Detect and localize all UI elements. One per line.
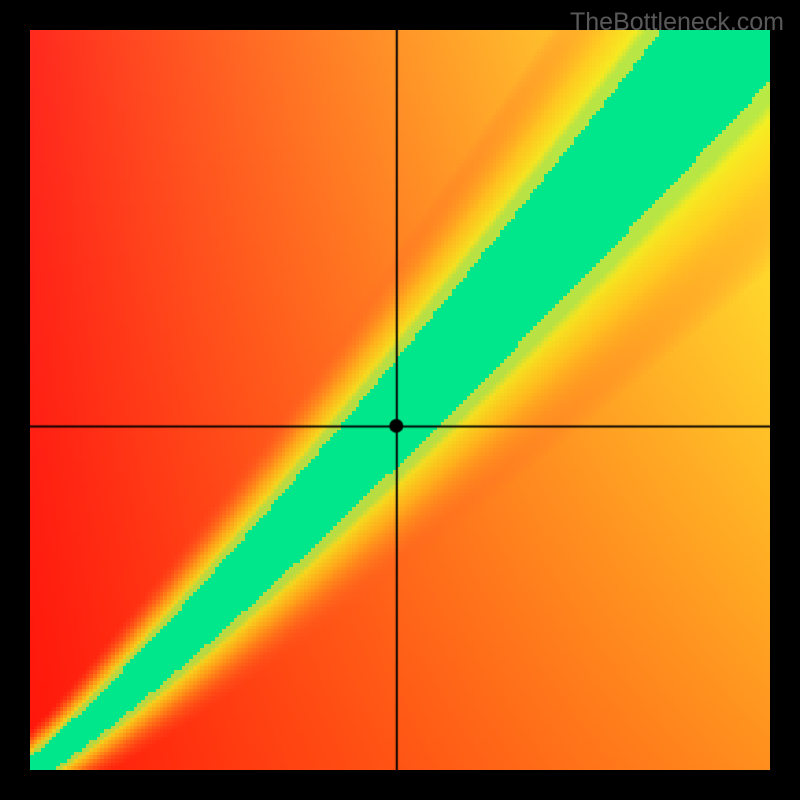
bottleneck-heatmap — [30, 30, 770, 770]
chart-container: TheBottleneck.com — [0, 0, 800, 800]
watermark-label: TheBottleneck.com — [570, 8, 784, 37]
